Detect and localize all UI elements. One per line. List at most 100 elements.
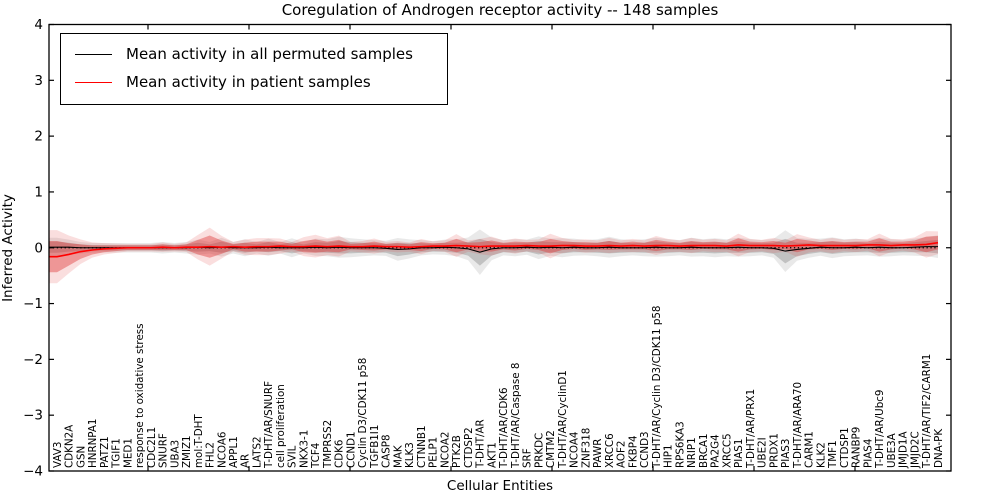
x-tick-label: NCOA6 [216, 432, 228, 468]
x-tick-label: cell proliferation [275, 384, 287, 468]
patient-band [49, 235, 938, 273]
x-tick-label: MAK [392, 445, 404, 468]
x-tick-label: PRKDC [533, 433, 545, 468]
x-tick-label: KLK2 [815, 442, 827, 468]
x-tick-label: KLK3 [404, 442, 416, 468]
x-tick-label: SRF [522, 448, 534, 468]
x-tick-label: CDC2L1 [146, 427, 158, 468]
x-tick-label: CDK6 [334, 440, 346, 468]
x-tick-label: CCND3 [639, 431, 651, 468]
x-tick-label: TGIF1 [111, 438, 123, 469]
x-tick-label: T-DHT/AR/CDK6 [498, 387, 510, 469]
x-tick-label: T-DHT/AR [475, 419, 487, 469]
x-tick-label: XRCC6 [604, 433, 616, 468]
x-tick-label: T-DHT/AR/CyclinD1 [557, 370, 569, 469]
x-tick-label: PRDX1 [768, 433, 780, 468]
x-tick-label: TMPRSS2 [322, 420, 334, 469]
x-tick-label: AR [240, 454, 252, 468]
x-tick-label: CCND1 [345, 431, 357, 468]
x-tick-label: MED1 [122, 438, 134, 468]
legend-entry-patient: Mean activity in patient samples [71, 68, 437, 96]
x-tick-label: LATS2 [251, 436, 263, 468]
legend: Mean activity in all permuted samples Me… [60, 33, 448, 105]
x-tick-label: PIAS4 [862, 439, 874, 468]
x-tick-label: CDKN2A [64, 425, 76, 468]
y-tick-label: −3 [23, 408, 43, 424]
x-tick-label: SNURF [158, 433, 170, 468]
x-tick-label: TMF1 [827, 440, 839, 469]
x-tick-label: UBE2I [757, 437, 769, 468]
x-tick-label: T-DHT/AR/Ubc9 [874, 390, 886, 469]
y-tick-label: 4 [34, 17, 43, 33]
y-tick-label: 2 [34, 129, 43, 145]
x-tick-label: HNRNPA1 [87, 419, 99, 468]
x-axis-label: Cellular Entities [446, 478, 554, 494]
x-tick-label: CTDSP2 [463, 427, 475, 468]
x-tick-label: RANBP9 [851, 427, 863, 468]
x-tick-label: TCF4 [310, 443, 322, 469]
x-tick-label: VAV3 [52, 442, 64, 468]
y-tick-label: −2 [23, 352, 43, 368]
x-tick-label: ZMIZ1 [181, 435, 193, 468]
x-tick-label: PA2G4 [710, 434, 722, 468]
x-tick-label: UBE3A [886, 433, 898, 468]
x-tick-label: T-DHT/AR/TIF2/CARM1 [921, 354, 933, 469]
x-tick-label: XRCC5 [721, 433, 733, 468]
x-tick-label: T-DHT/AR/ARA70 [792, 382, 804, 469]
x-tick-label: PELP1 [428, 437, 440, 468]
x-tick-label: CARM1 [804, 431, 816, 468]
x-tick-label: RPS6KA3 [674, 421, 686, 468]
x-tick-label: PATZ1 [99, 436, 111, 468]
x-tick-label: DNA-PK [933, 429, 945, 468]
x-tick-label: BRCA1 [698, 434, 710, 469]
x-tick-label: CMTM2 [545, 430, 557, 468]
legend-label-patient: Mean activity in patient samples [126, 73, 371, 91]
patient-band [49, 227, 938, 284]
x-tick-label: T-DHT/AR/SNURF [263, 381, 275, 469]
x-tick-label: FKBP4 [627, 436, 639, 469]
y-axis-label: Inferred Activity [0, 194, 16, 302]
x-tick-label: NCOA4 [569, 432, 581, 468]
x-tick-label: HIP1 [663, 444, 675, 468]
x-tick-label: PIAS3 [780, 439, 792, 468]
x-tick-label: PIAS1 [733, 439, 745, 468]
x-tick-label: FHL2 [205, 442, 217, 468]
patient-line-sample [75, 81, 112, 83]
y-tick-label: 1 [34, 184, 43, 200]
x-tick-label: NCOA2 [439, 432, 451, 468]
legend-label-permuted: Mean activity in all permuted samples [126, 45, 413, 63]
x-tick-label: UBA3 [169, 440, 181, 468]
x-tick-label: PAWR [592, 439, 604, 468]
y-tick-label: 0 [34, 240, 43, 256]
x-tick-label: T-DHT/AR/Caspase 8 [510, 363, 522, 469]
y-tick-label: 3 [34, 73, 43, 89]
permuted-line-sample [75, 53, 112, 55]
x-tick-label: mol:T-DHT [193, 414, 205, 468]
x-tick-label: CASP8 [381, 434, 393, 468]
x-tick-label: NRIP1 [686, 437, 698, 468]
chart-title: Coregulation of Androgen receptor activi… [281, 1, 719, 19]
x-tick-label: T-DHT/AR/PRX1 [745, 389, 757, 469]
x-tick-label: AKT1 [486, 442, 498, 468]
x-tick-label: SVIL [287, 445, 299, 468]
x-tick-label: response to oxidative stress [134, 323, 146, 468]
patient-mean-line [49, 241, 939, 258]
x-tick-label: JMJD1A [898, 432, 910, 469]
x-tick-label: TGFB1I1 [369, 425, 381, 469]
x-tick-label: APPL1 [228, 436, 240, 468]
x-tick-label: ZNF318 [580, 428, 592, 468]
legend-entry-permuted: Mean activity in all permuted samples [71, 40, 437, 68]
x-tick-label: CTDSP1 [839, 427, 851, 468]
x-tick-label: T-DHT/AR/Cyclin D3/CDK11 p58 [651, 306, 663, 469]
x-tick-label: Cyclin D3/CDK11 p58 [357, 358, 369, 468]
x-tick-label: JMJD2C [909, 431, 921, 469]
x-tick-label: PTK2B [451, 435, 463, 468]
x-tick-label: NKX3-1 [298, 430, 310, 468]
y-tick-label: −1 [23, 296, 43, 312]
x-tick-label: CTNNB1 [416, 426, 428, 469]
x-tick-label: GSN [75, 446, 87, 468]
x-tick-label: AOF2 [616, 441, 628, 468]
y-tick-label: −4 [23, 464, 43, 480]
